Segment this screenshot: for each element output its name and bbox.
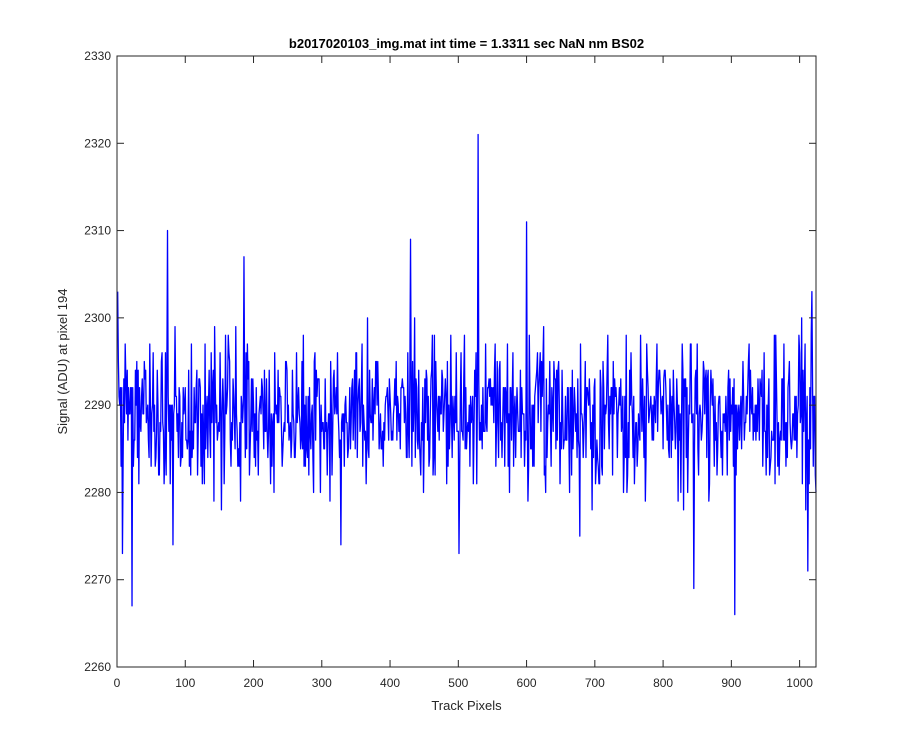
x-tick-label: 200 (244, 676, 264, 690)
x-tick-label: 800 (653, 676, 673, 690)
x-axis: 0 100 200 300 400 500 600 700 800 900 1000 (114, 56, 813, 690)
y-tick-label: 2260 (84, 660, 111, 674)
y-axis: 2260 2270 2280 2290 2300 2310 2320 2330 (84, 49, 816, 674)
x-tick-label: 900 (721, 676, 741, 690)
x-tick-label: 0 (114, 676, 121, 690)
y-tick-label: 2270 (84, 573, 111, 587)
x-tick-label: 1000 (786, 676, 813, 690)
x-tick-label: 100 (175, 676, 195, 690)
y-tick-label: 2290 (84, 398, 111, 412)
chart-title: b2017020103_img.mat int time = 1.3311 se… (289, 36, 644, 51)
y-tick-label: 2330 (84, 49, 111, 63)
x-tick-label: 300 (312, 676, 332, 690)
x-tick-label: 600 (517, 676, 537, 690)
axes-box (116, 55, 817, 668)
y-tick-label: 2280 (84, 485, 111, 499)
y-tick-label: 2300 (84, 311, 111, 325)
x-tick-label: 500 (448, 676, 468, 690)
y-tick-label: 2320 (84, 136, 111, 150)
x-tick-label: 700 (585, 676, 605, 690)
x-axis-label: Track Pixels (431, 698, 502, 713)
plot-area (117, 56, 816, 667)
series-line (117, 133, 817, 616)
series-group (117, 133, 817, 616)
y-tick-label: 2310 (84, 224, 111, 238)
y-axis-label: Signal (ADU) at pixel 194 (55, 289, 70, 435)
x-tick-label: 400 (380, 676, 400, 690)
